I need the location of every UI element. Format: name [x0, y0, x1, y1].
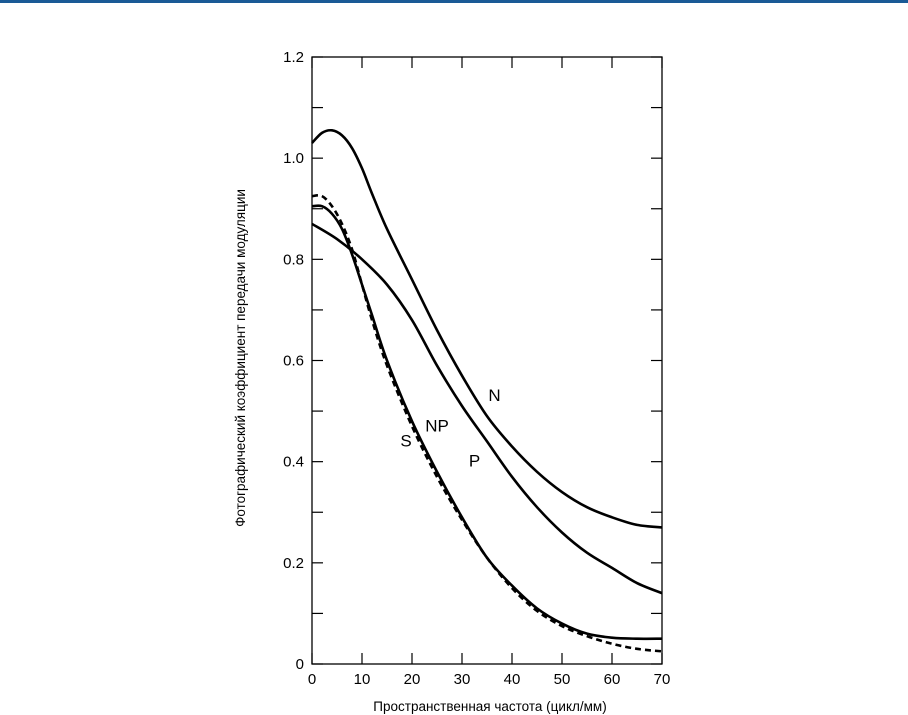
series-line-s	[311, 194, 663, 653]
x-tick-label: 50	[554, 671, 571, 688]
y-tick-label: 0.6	[283, 353, 304, 370]
series-layer	[311, 128, 663, 653]
plot-frame	[311, 56, 663, 665]
y-tick-label: 0	[296, 656, 304, 673]
x-tick-label: 20	[404, 671, 421, 688]
axis-ticks	[311, 56, 663, 665]
curve-label-s: S	[400, 431, 411, 450]
axis-tick-labels: 0 0.2 0.4 0.6 0.8 1.0 1.2 0 10 20 30 40 50 60 70	[283, 49, 670, 688]
y-tick-label: 0.2	[283, 555, 304, 572]
y-tick-label: 0.4	[283, 454, 304, 471]
series-line-n	[311, 128, 663, 529]
x-tick-label: 70	[654, 671, 671, 688]
y-tick-label: 1.0	[283, 150, 304, 167]
top-rule	[0, 0, 908, 3]
x-tick-label: 30	[454, 671, 471, 688]
plot-area-border	[311, 56, 663, 665]
x-tick-label: 40	[504, 671, 521, 688]
y-tick-label: 0.8	[283, 251, 304, 268]
curve-label-p: P	[469, 452, 480, 471]
x-tick-label: 10	[354, 671, 371, 688]
x-tick-label: 0	[308, 671, 316, 688]
x-axis-title: Пространственная частота (цикл/мм)	[373, 699, 606, 714]
series-line-p	[311, 222, 663, 595]
x-tick-label: 60	[604, 671, 621, 688]
series-line-np	[311, 204, 663, 641]
curve-label-n: N	[488, 386, 500, 405]
curve-label-np: NP	[425, 416, 449, 435]
y-tick-label: 1.2	[283, 49, 304, 66]
annotation-layer: N NP S P	[400, 386, 500, 471]
y-axis-title: Фотографический коэффициент передачи мод…	[233, 189, 248, 527]
